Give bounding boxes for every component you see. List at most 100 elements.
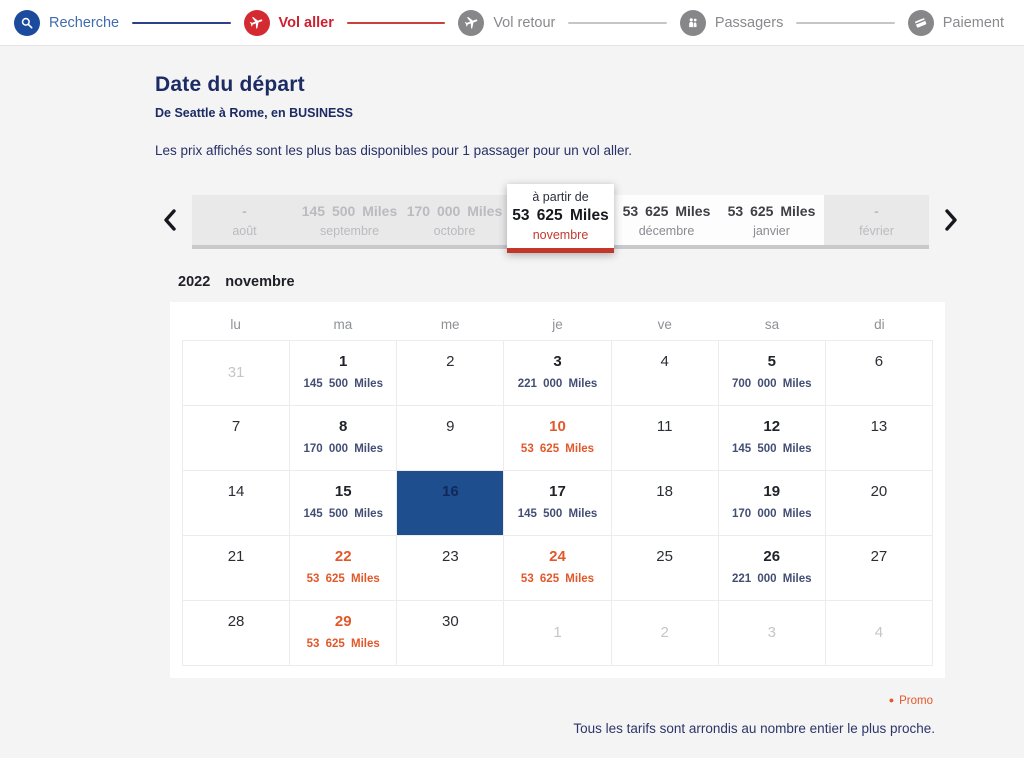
calendar-day-21: 21 xyxy=(183,536,291,601)
day-number: 4 xyxy=(660,353,669,370)
promo-dot-icon: ● xyxy=(888,695,895,705)
calendar-day-31-outside: 31 xyxy=(183,341,291,406)
step-label: Passagers xyxy=(714,14,784,31)
month-name: novembre xyxy=(532,228,589,242)
calendar-day-30: 30 xyxy=(397,601,505,666)
day-number: 22 xyxy=(334,548,352,565)
calendar-day-19[interactable]: 19 170 000 Miles xyxy=(718,471,826,536)
day-price: 53 625 Miles xyxy=(306,638,380,650)
step-vol-aller[interactable]: Vol aller xyxy=(243,9,334,36)
step-label: Recherche xyxy=(49,14,120,31)
calendar-day-4: 4 xyxy=(611,341,719,406)
day-number: 29 xyxy=(334,613,352,630)
month-tab-janvier[interactable]: 53 625 Miles janvier xyxy=(719,195,824,245)
month-tab-decembre[interactable]: 53 625 Miles décembre xyxy=(614,195,719,245)
calendar-day-2: 2 xyxy=(397,341,505,406)
calendar-day-5[interactable]: 5 700 000 Miles xyxy=(718,341,826,406)
calendar-day-6: 6 xyxy=(825,341,933,406)
promo-legend: ● Promo xyxy=(170,695,945,707)
day-number: 26 xyxy=(763,548,781,565)
chevron-left-icon[interactable] xyxy=(160,208,179,235)
calendar-day-18: 18 xyxy=(611,471,719,536)
month-name: janvier xyxy=(753,223,790,238)
calendar-panel: lu ma me je ve sa di 31 1 145 500 Miles 2 3 221 000… xyxy=(170,302,945,678)
step-recherche[interactable]: Recherche xyxy=(14,9,120,36)
day-number: 3 xyxy=(553,353,562,370)
calendar-day-23: 23 xyxy=(397,536,505,601)
calendar-day-29[interactable]: 29 53 625 Miles xyxy=(290,601,398,666)
day-number: 15 xyxy=(334,483,352,500)
day-number: 2 xyxy=(660,624,669,641)
calendar-day-14: 14 xyxy=(183,471,291,536)
day-number: 9 xyxy=(446,418,455,435)
calendar-day-3[interactable]: 3 221 000 Miles xyxy=(504,341,612,406)
weekday-label: ve xyxy=(657,316,672,332)
step-passagers[interactable]: Passagers xyxy=(679,9,784,36)
plane-icon xyxy=(458,9,485,36)
period-year: 2022 xyxy=(178,274,211,290)
calendar-week-row: 7 8 170 000 Miles 9 10 53 625 Miles 11 12 145 50… xyxy=(183,406,933,471)
month-price: 53 625 Miles xyxy=(622,202,711,219)
calendar-day-11: 11 xyxy=(611,406,719,471)
calendar-period-label: 2022 novembre xyxy=(178,274,1024,290)
calendar-week-row: 21 22 53 625 Miles 23 24 53 625 Miles 25 26 221 … xyxy=(183,536,933,601)
calendar-day-13: 13 xyxy=(825,406,933,471)
weekday-label: lu xyxy=(230,316,241,332)
day-number: 25 xyxy=(656,548,673,565)
day-number: 10 xyxy=(549,418,566,435)
calendar-day-12[interactable]: 12 145 500 Miles xyxy=(718,406,826,471)
day-price: 170 000 Miles xyxy=(303,443,383,455)
calendar-day-17[interactable]: 17 145 500 Miles xyxy=(504,471,612,536)
step-paiement[interactable]: Paiement xyxy=(907,9,1004,36)
page-title: Date du départ xyxy=(155,73,305,96)
calendar-week-row: 28 29 53 625 Miles 30 1 2 3 4 xyxy=(183,601,933,666)
day-number: 13 xyxy=(870,418,888,435)
day-number: 17 xyxy=(549,483,566,500)
day-number: 3 xyxy=(767,624,776,641)
calendar-day-16[interactable]: 16 xyxy=(397,471,505,536)
calendar-day-2-outside: 2 xyxy=(611,601,719,666)
calendar-week-row: 31 1 145 500 Miles 2 3 221 000 Miles 4 5 700 000… xyxy=(183,341,933,406)
calendar-day-15[interactable]: 15 145 500 Miles xyxy=(290,471,398,536)
day-number: 6 xyxy=(874,353,884,370)
calendar-grid: 31 1 145 500 Miles 2 3 221 000 Miles 4 5 700 000… xyxy=(182,340,933,666)
month-tab-aout: - août xyxy=(192,195,297,245)
calendar-day-8[interactable]: 8 170 000 Miles xyxy=(290,406,398,471)
step-connector xyxy=(132,21,231,24)
day-number: 19 xyxy=(763,483,781,500)
month-price: - xyxy=(242,202,247,219)
pricing-description: Les prix affichés sont les plus bas disp… xyxy=(155,143,633,158)
day-price: 700 000 Miles xyxy=(732,378,812,390)
calendar-week-row: 14 15 145 500 Miles 16 17 145 500 Miles 18 19 17… xyxy=(183,471,933,536)
day-price: 53 625 Miles xyxy=(306,573,380,585)
step-vol-retour[interactable]: Vol retour xyxy=(458,9,555,36)
calendar-day-9: 9 xyxy=(397,406,505,471)
calendar-day-22[interactable]: 22 53 625 Miles xyxy=(290,536,398,601)
calendar-day-24[interactable]: 24 53 625 Miles xyxy=(504,536,612,601)
day-number: 28 xyxy=(227,613,245,630)
month-tab-novembre-selected[interactable]: à partir de 53 625 Miles novembre xyxy=(507,184,614,253)
calendar-day-27: 27 xyxy=(825,536,933,601)
day-number: 11 xyxy=(656,418,673,435)
month-tab-fevrier: - février xyxy=(824,195,929,245)
calendar-day-4-outside: 4 xyxy=(825,601,933,666)
day-number: 7 xyxy=(231,418,241,435)
calendar-day-1[interactable]: 1 145 500 Miles xyxy=(290,341,398,406)
month-name: décembre xyxy=(638,223,695,238)
chevron-right-icon[interactable] xyxy=(942,208,961,235)
main-content: Date du départ De Seattle à Rome, en BUS… xyxy=(0,46,1024,736)
passengers-icon xyxy=(679,9,706,36)
period-month: novembre xyxy=(225,274,295,290)
calendar-day-26[interactable]: 26 221 000 Miles xyxy=(718,536,826,601)
month-name: février xyxy=(859,223,894,238)
day-number: 20 xyxy=(870,483,888,500)
day-number: 1 xyxy=(553,624,562,641)
calendar-day-3-outside: 3 xyxy=(718,601,826,666)
day-number: 1 xyxy=(339,353,348,370)
calendar-day-10[interactable]: 10 53 625 Miles xyxy=(504,406,612,471)
month-price: 170 000 Miles xyxy=(406,202,503,219)
day-price: 145 500 Miles xyxy=(303,508,383,520)
day-number: 14 xyxy=(227,483,245,500)
search-icon xyxy=(14,9,40,36)
day-price: 53 625 Miles xyxy=(520,443,595,455)
